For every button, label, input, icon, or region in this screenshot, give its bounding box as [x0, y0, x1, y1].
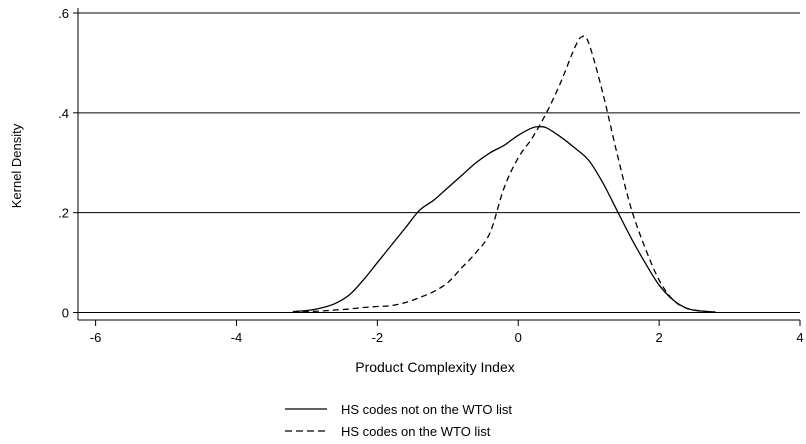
x-tick-label: -4	[231, 330, 243, 345]
legend-label-on-list: HS codes on the WTO list	[341, 424, 491, 439]
y-tick-label: .6	[58, 6, 69, 21]
legend-label-not-on-list: HS codes not on the WTO list	[341, 402, 512, 417]
y-tick-label: 0	[62, 306, 69, 321]
y-tick-label: .2	[58, 206, 69, 221]
y-axis-label: Kernel Density	[9, 123, 24, 208]
x-tick-label: -2	[372, 330, 384, 345]
x-tick-label: 2	[656, 330, 663, 345]
series-line-not-on-wto-list	[292, 126, 716, 313]
series-line-on-wto-list	[292, 35, 716, 313]
y-tick-label: .4	[58, 106, 69, 121]
tick-marks	[73, 12, 801, 326]
axes	[77, 8, 800, 321]
legend: HS codes not on the WTO list HS codes on…	[285, 402, 512, 439]
plot-area	[78, 8, 800, 318]
grid-lines	[78, 12, 800, 314]
x-axis-label: Product Complexity Index	[355, 359, 515, 375]
x-tick-label: -6	[90, 330, 102, 345]
x-tick-label: 0	[515, 330, 522, 345]
x-tick-label: 4	[796, 330, 803, 345]
tick-labels: 0 .2 .4 .6 -6 -4 -2 0 2 4	[58, 6, 803, 345]
series-lines	[292, 35, 716, 313]
